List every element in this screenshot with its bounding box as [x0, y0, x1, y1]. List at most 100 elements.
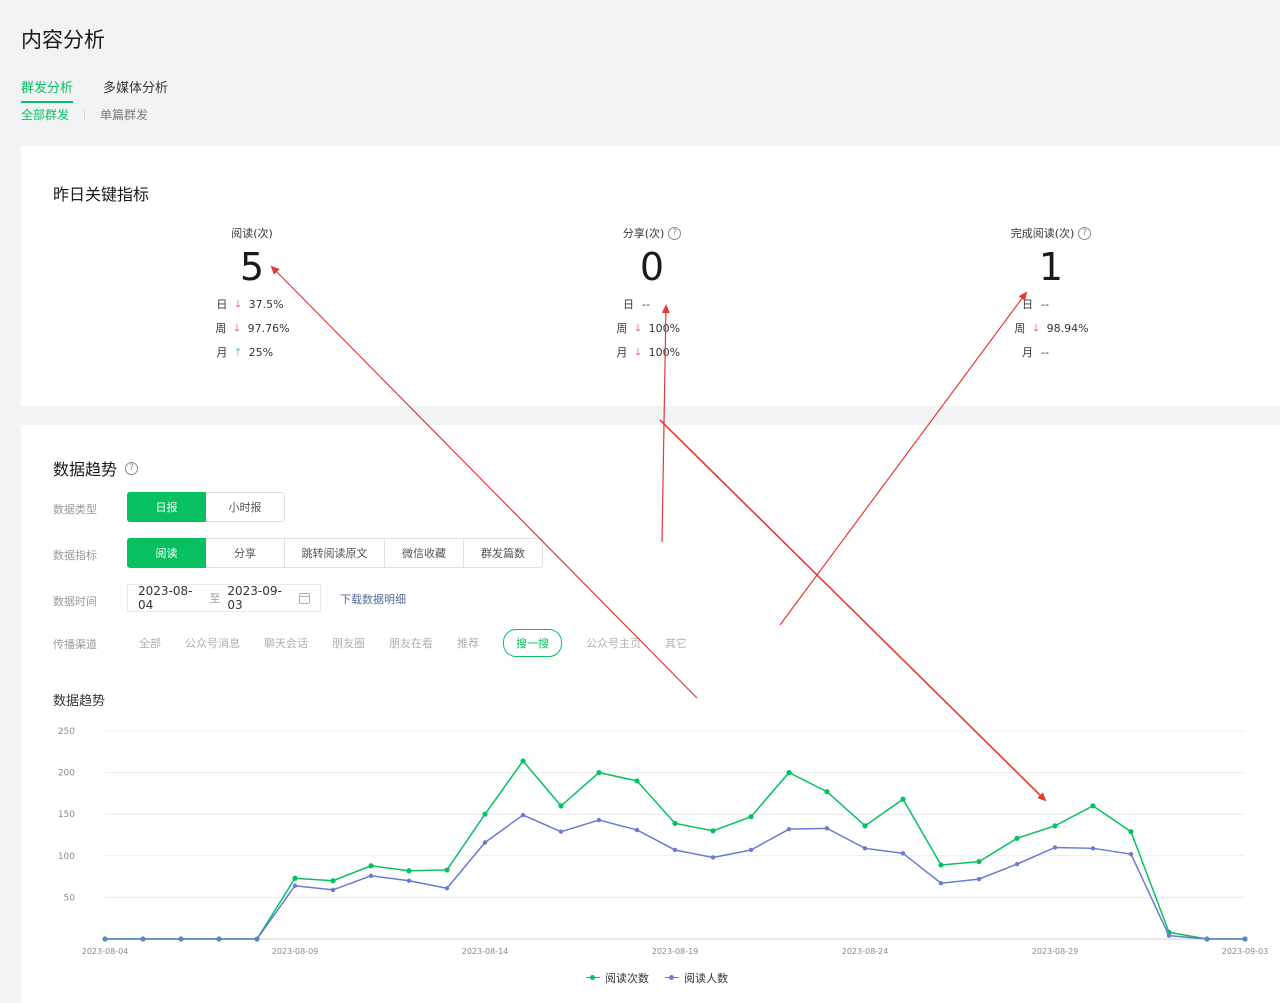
compare-row: 周 🡓 97.76%: [142, 317, 362, 341]
data-metric-label: 数据指标: [53, 549, 97, 562]
tab-group-analysis[interactable]: 群发分析: [21, 77, 74, 103]
compare-value: 100%: [648, 346, 681, 359]
x-tick-label: 2023-08-09: [272, 947, 319, 956]
compare-key: 日: [216, 298, 228, 311]
metric-label: 完成阅读(次)?: [1011, 225, 1092, 241]
data-type-daily-button[interactable]: 日报: [127, 492, 206, 522]
download-detail-link[interactable]: 下载数据明细: [340, 593, 406, 606]
data-point: [178, 936, 184, 942]
metric-value: 0: [639, 245, 665, 289]
compare-row: 月 🡑 25%: [142, 341, 362, 365]
data-point: [1204, 936, 1210, 942]
channel-homepage[interactable]: 公众号主页: [586, 637, 641, 650]
compare-value: 37.5%: [248, 298, 284, 311]
data-point: [102, 936, 108, 942]
data-point: [520, 758, 526, 764]
metric-share-button[interactable]: 分享: [206, 538, 285, 568]
date-range-picker[interactable]: 2023-08-04 至 2023-09-03: [127, 584, 321, 612]
compare-value: 25%: [248, 346, 274, 359]
arrow-down-icon: 🡓: [235, 299, 241, 310]
compare-value: 97.76%: [247, 322, 290, 335]
data-point: [900, 851, 906, 856]
help-icon[interactable]: ?: [668, 226, 682, 240]
help-icon[interactable]: ?: [125, 461, 139, 475]
metric-label: 分享(次)?: [623, 225, 682, 241]
subtab-divider: [84, 108, 86, 121]
subtab-single-group[interactable]: 单篇群发: [100, 108, 149, 122]
compare-key: 周: [616, 322, 628, 335]
metric-post-count-button[interactable]: 群发篇数: [464, 538, 543, 568]
y-tick-label: 200: [58, 769, 75, 779]
data-point: [1128, 829, 1134, 835]
compare-list: 日 🡓 37.5% 周 🡓 97.76% 月 🡑 25%: [142, 293, 362, 365]
data-point: [862, 846, 868, 851]
compare-row: 日 --: [941, 293, 1161, 317]
sub-tabs: 全部群发 单篇群发: [21, 106, 148, 123]
legend-label: 阅读人数: [684, 972, 728, 985]
compare-key: 周: [215, 322, 227, 335]
channel-official-message[interactable]: 公众号消息: [185, 637, 240, 650]
metric-jump-original-button[interactable]: 跳转阅读原文: [285, 538, 385, 568]
x-tick-label: 2023-08-24: [842, 947, 889, 956]
data-point: [330, 887, 336, 893]
channel-search[interactable]: 搜一搜: [503, 629, 562, 657]
help-icon[interactable]: ?: [1078, 226, 1092, 240]
channel-other[interactable]: 其它: [665, 637, 687, 650]
metric-read-button[interactable]: 阅读: [127, 538, 206, 568]
data-point: [710, 828, 716, 834]
y-tick-label: 250: [58, 727, 75, 737]
data-point: [672, 820, 678, 826]
key-metrics-title: 昨日关键指标: [53, 185, 150, 204]
subtab-all-group[interactable]: 全部群发: [21, 108, 70, 122]
data-point: [748, 847, 754, 853]
channel-friends-watching[interactable]: 朋友在看: [389, 637, 433, 650]
metric-label-text: 阅读(次): [231, 227, 273, 240]
legend-item-read-count[interactable]: 阅读次数: [586, 970, 649, 986]
y-tick-label: 100: [58, 852, 75, 862]
metric-complete-read: 完成阅读(次)? 1 日 -- 周 🡓 98.94% 月 --: [941, 222, 1161, 365]
data-type-group: 日报 小时报: [127, 492, 285, 522]
tab-media-analysis[interactable]: 多媒体分析: [103, 81, 169, 96]
data-point: [254, 936, 260, 942]
data-point: [1052, 823, 1058, 829]
channel-moments[interactable]: 朋友圈: [332, 637, 365, 650]
header: 内容分析 群发分析 多媒体分析 全部群发 单篇群发: [0, 0, 1280, 140]
compare-key: 日: [623, 298, 634, 311]
channel-all[interactable]: 全部: [139, 637, 161, 650]
metric-label: 阅读(次): [231, 225, 273, 241]
metric-value: 1: [1038, 245, 1064, 289]
legend-item-reader-count[interactable]: 阅读人数: [665, 970, 728, 986]
key-metrics-card: 昨日关键指标 阅读(次) 5 日 🡓 37.5% 周 🡓 97.76% 月 🡑 25% 分享…: [21, 146, 1280, 406]
x-tick-label: 2023-08-19: [652, 947, 699, 956]
channel-recommend[interactable]: 推荐: [457, 637, 479, 650]
chart-title: 数据趋势: [53, 694, 106, 709]
data-point: [938, 881, 944, 886]
x-tick-label: 2023-08-04: [82, 947, 129, 956]
arrow-down-icon: 🡓: [1033, 323, 1039, 334]
data-point: [292, 883, 298, 888]
y-tick-label: 50: [64, 893, 76, 903]
data-type-hourly-button[interactable]: 小时报: [206, 492, 285, 522]
data-point: [558, 829, 564, 834]
channel-list: 全部 公众号消息 聊天会话 朋友圈 朋友在看 推荐 搜一搜 公众号主页 其它: [127, 629, 711, 657]
x-tick-label: 2023-08-29: [1032, 947, 1079, 956]
data-point: [900, 796, 906, 802]
data-point: [976, 859, 982, 865]
channel-chat[interactable]: 聊天会话: [264, 637, 308, 650]
compare-row: 日 --: [542, 293, 762, 317]
trend-card: 数据趋势 ? 数据类型 日报 小时报 数据指标 阅读 分享 跳转阅读原文 微信收…: [21, 425, 1280, 1003]
data-point: [558, 803, 564, 809]
page-title: 内容分析: [21, 28, 105, 52]
compare-list: 日 -- 周 🡓 98.94% 月 --: [941, 293, 1161, 365]
data-point: [862, 823, 868, 829]
metric-favorite-button[interactable]: 微信收藏: [385, 538, 464, 568]
data-point: [444, 886, 450, 891]
data-metric-group: 阅读 分享 跳转阅读原文 微信收藏 群发篇数: [127, 538, 543, 568]
compare-row: 月 --: [941, 341, 1161, 365]
data-point: [748, 814, 754, 820]
metric-label-text: 完成阅读(次): [1010, 227, 1075, 240]
compare-key: 月: [216, 346, 228, 359]
data-point: [596, 817, 602, 823]
compare-key: 周: [1014, 322, 1026, 335]
trend-chart: 50 100 150 200 250 2023-08-04 2023-08-09 2023-0…: [58, 727, 1268, 956]
